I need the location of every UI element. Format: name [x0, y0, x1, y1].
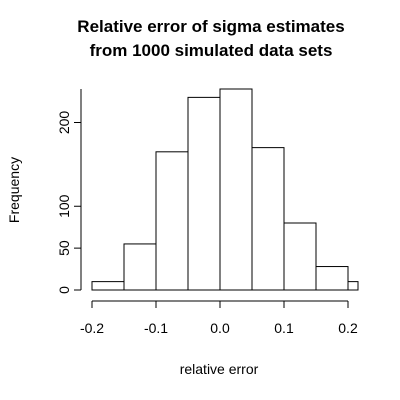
y-axis-tick-label: 50: [56, 240, 72, 256]
histogram-bar: [123, 243, 157, 291]
y-axis-tick-label: 200: [56, 111, 72, 135]
chart-title-line-1: Relative error of sigma estimates: [77, 17, 344, 36]
histogram-bar: [251, 147, 285, 291]
x-axis-tick-label: 0.1: [274, 320, 294, 336]
x-axis-tick-label: 0.0: [210, 320, 230, 336]
histogram-bar: [283, 222, 317, 291]
histogram-bars: [91, 88, 359, 291]
x-axis-ticks: -0.2 -0.1 0.0 0.1 0.2: [80, 301, 358, 336]
x-axis-tick-label: -0.2: [80, 320, 104, 336]
histogram-bar: [187, 96, 221, 291]
histogram-bar: [155, 151, 189, 291]
chart-title-line-2: from 1000 simulated data sets: [90, 41, 333, 60]
x-axis-tick-label: -0.1: [144, 320, 168, 336]
y-axis-ticks: 0 50 100 200: [56, 111, 81, 294]
histogram-bar: [91, 281, 125, 291]
x-axis-label: relative error: [180, 361, 259, 377]
histogram-bar: [219, 88, 253, 291]
y-axis-tick-label: 100: [56, 194, 72, 218]
y-axis-label: Frequency: [6, 157, 22, 223]
x-axis-tick-label: 0.2: [338, 320, 358, 336]
histogram-bar: [347, 281, 359, 291]
histogram-bar: [315, 266, 349, 291]
y-axis-tick-label: 0: [56, 286, 72, 294]
